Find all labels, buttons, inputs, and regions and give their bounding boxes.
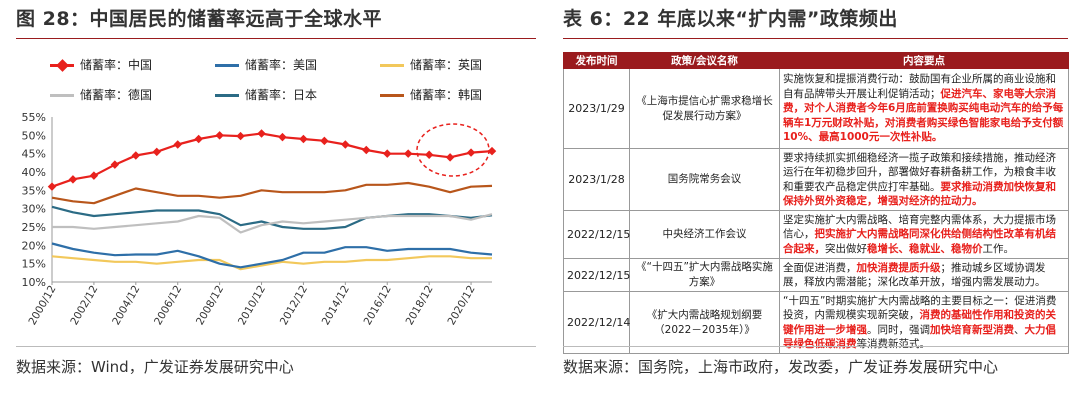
series-line-5 xyxy=(51,181,493,205)
y-tick-label: 10% xyxy=(22,276,46,289)
data-point xyxy=(89,171,99,180)
row-date: 2022/12/15 xyxy=(563,258,630,292)
left-source-rule xyxy=(16,346,536,347)
row-policy: 《扩大内需战略规划纲要（2022－2035年）》 xyxy=(629,291,780,354)
table-row: 2023/1/29 《上海市提信心扩需求稳增长促发展行动方案》 实施恢复和提振消… xyxy=(563,68,1069,149)
row-policy: 《“十四五”扩大内需战略实施方案》 xyxy=(629,258,780,292)
row-date: 2023/1/29 xyxy=(563,68,630,149)
data-point xyxy=(152,147,162,157)
table-header-row: 发布时间 政策/会议名称 内容要点 xyxy=(563,52,1069,69)
x-tick-label: 2012/12 xyxy=(278,284,310,328)
data-point xyxy=(341,140,350,149)
data-point xyxy=(257,129,266,138)
data-point xyxy=(299,134,308,144)
highlight-ellipse xyxy=(416,123,490,177)
x-tick-label: 2006/12 xyxy=(152,284,184,328)
x-tick-label: 2014/12 xyxy=(320,284,352,328)
y-tick-label: 30% xyxy=(22,203,46,216)
table-row: 2022/12/15 中央经济工作会议 坚定实施扩大内需战略、培育完整内需体系，… xyxy=(563,210,1069,259)
right-source-rule xyxy=(563,346,1068,347)
data-point xyxy=(487,146,497,156)
header-content: 内容要点 xyxy=(779,52,1069,69)
series-line-1 xyxy=(51,242,493,269)
data-point xyxy=(445,153,455,162)
data-point xyxy=(362,145,371,155)
y-tick-label: 40% xyxy=(22,166,46,179)
y-tick-label: 20% xyxy=(22,239,46,252)
data-point xyxy=(47,182,57,191)
row-policy: 国务院常务会议 xyxy=(629,148,780,211)
y-tick-label: 15% xyxy=(22,258,46,271)
series-line-3 xyxy=(52,213,493,234)
row-content: 全面促进消费，加快消费提质升级；推动城乡区域协调发展，释放内需潜能；深化改革开放… xyxy=(779,258,1069,292)
x-tick-label: 2018/12 xyxy=(404,284,436,328)
data-point xyxy=(173,140,182,149)
x-tick-label: 2004/12 xyxy=(110,284,142,328)
data-point xyxy=(424,150,434,160)
right-title-rule xyxy=(563,38,1068,39)
right-panel-title: 表 6：22 年底以来“扩内需”政策频出 xyxy=(563,8,898,30)
row-content: “十四五”时期实施扩大内需战略的主要目标之一：促进消费投资，内需规模实现新突破，… xyxy=(779,291,1069,354)
table-row: 2022/12/14 《扩大内需战略规划纲要（2022－2035年）》 “十四五… xyxy=(563,291,1069,354)
row-content: 要求持续抓实抓细稳经济一揽子政策和接续措施，推动经济运行在年初稳步回升，部署做好… xyxy=(779,148,1069,211)
row-policy: 中央经济工作会议 xyxy=(629,210,780,259)
data-point xyxy=(320,136,329,146)
y-tick-label: 55% xyxy=(22,111,46,124)
left-title-rule xyxy=(16,38,536,39)
left-panel-title: 图 28：中国居民的储蓄率远高于全球水平 xyxy=(16,8,383,30)
table-row: 2022/12/15 《“十四五”扩大内需战略实施方案》 全面促进消费，加快消费… xyxy=(563,258,1069,292)
y-tick-label: 50% xyxy=(22,129,46,142)
y-tick-label: 35% xyxy=(22,184,46,197)
row-content: 坚定实施扩大内需战略、培育完整内需体系，大力提振市场信心，把实施扩大内需战略同深… xyxy=(779,210,1069,259)
x-tick-label: 2020/12 xyxy=(445,284,477,328)
series-line-4 xyxy=(51,205,493,230)
x-tick-label: 2002/12 xyxy=(68,284,100,328)
data-point xyxy=(110,160,120,169)
y-tick-label: 25% xyxy=(22,221,46,234)
data-point xyxy=(382,149,392,158)
row-date: 2023/1/28 xyxy=(563,148,630,211)
row-policy: 《上海市提信心扩需求稳增长促发展行动方案》 xyxy=(629,68,780,149)
left-source: 数据来源：Wind，广发证券发展研究中心 xyxy=(16,358,294,376)
header-policy: 政策/会议名称 xyxy=(629,52,780,69)
row-content: 实施恢复和提振消费行动：鼓励国有企业所属的商业设施和自有品牌带头开展让利促销活动… xyxy=(779,68,1069,149)
right-source: 数据来源：国务院，上海市政府，发改委，广发证券发展研究中心 xyxy=(563,358,999,376)
row-date: 2022/12/15 xyxy=(563,210,630,259)
table-row: 2023/1/28 国务院常务会议 要求持续抓实抓细稳经济一揽子政策和接续措施，… xyxy=(563,148,1069,211)
header-date: 发布时间 xyxy=(563,52,630,69)
data-point xyxy=(403,149,413,158)
data-point xyxy=(68,175,78,184)
data-point xyxy=(194,134,203,144)
x-tick-label: 2010/12 xyxy=(236,284,268,328)
data-point xyxy=(466,148,476,157)
series-line-2 xyxy=(51,255,492,271)
x-tick-label: 2016/12 xyxy=(362,284,394,328)
y-tick-label: 45% xyxy=(22,148,46,161)
data-point xyxy=(215,131,224,140)
savings-rate-chart: 10% 15% 20% 25% 30% 35% 40% 45% 50% 55% 2000/12 200… xyxy=(22,111,497,328)
x-tick-label: 2008/12 xyxy=(194,284,226,328)
data-point xyxy=(278,132,287,142)
data-point xyxy=(131,151,141,160)
row-date: 2022/12/14 xyxy=(563,291,630,354)
policy-table: 发布时间 政策/会议名称 内容要点 2023/1/29 《上海市提信心扩需求稳增… xyxy=(563,52,1069,354)
x-tick-label: 2000/12 xyxy=(26,284,58,328)
series-line-0 xyxy=(51,132,493,188)
data-point xyxy=(236,131,245,141)
